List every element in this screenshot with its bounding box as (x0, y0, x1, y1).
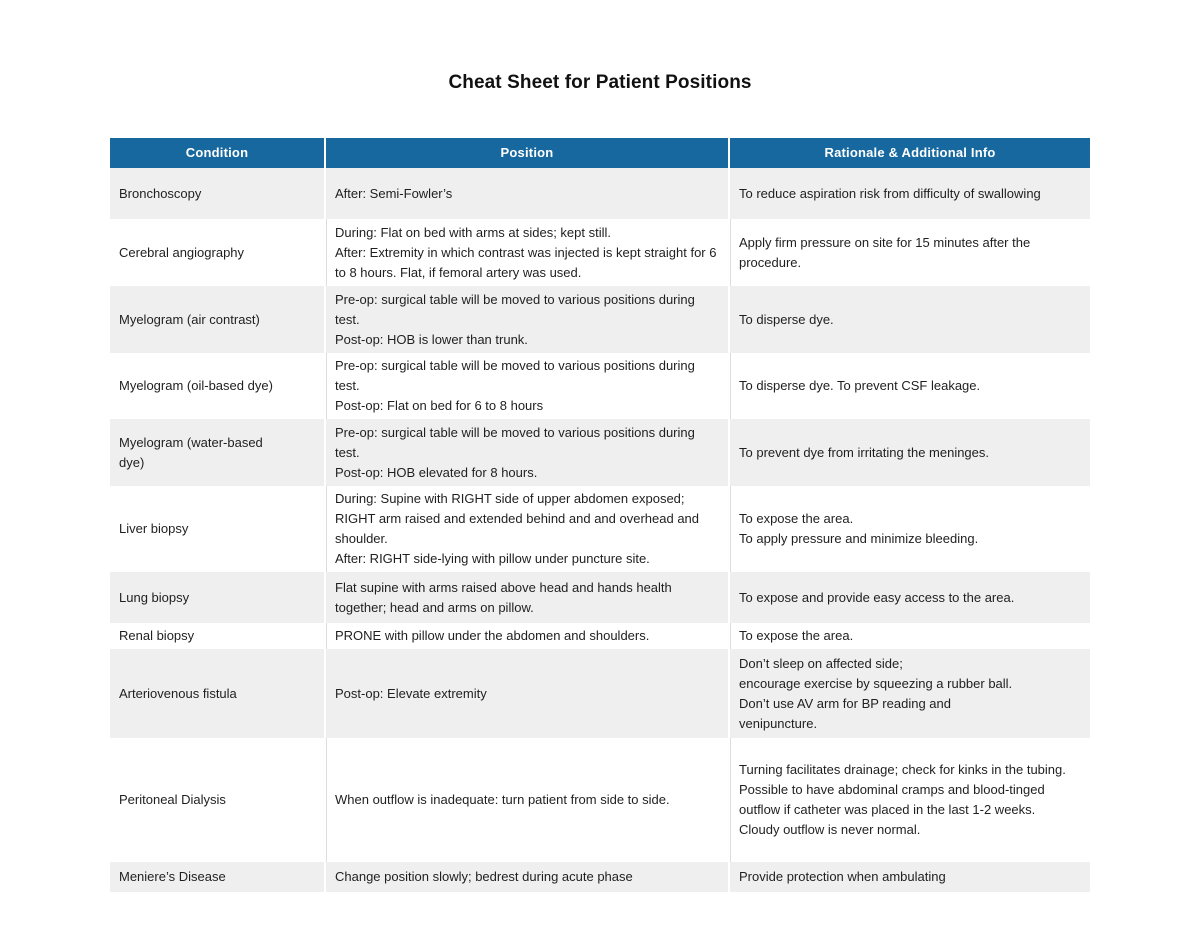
cell-paragraph: Pre-op: surgical table will be moved to … (335, 291, 695, 327)
cell-paragraph: Cerebral angiography (119, 244, 245, 260)
cell-paragraph: Myelogram (water-based dye) (119, 434, 263, 470)
cell-paragraph: To disperse dye. To prevent CSF leakage. (739, 378, 981, 393)
table-row: Cerebral angiography During: Flat on bed … (110, 219, 1090, 286)
table-row: Bronchoscopy After: Semi-Fowler’s To reduc… (110, 168, 1090, 219)
cell-paragraph: To expose the area. (739, 511, 854, 526)
cell-paragraph: When outflow is inadequate: turn patient… (335, 792, 670, 807)
cell-paragraph: Bronchoscopy (119, 185, 202, 201)
cell-paragraph: Liver biopsy (119, 521, 189, 536)
cell-paragraph: Apply firm pressure on site for 15 minut… (739, 234, 1031, 270)
position-cell: When outflow is inadequate: turn patient… (324, 738, 729, 862)
table-row: Meniere’s Disease Change position slowly;… (110, 862, 1090, 892)
table-header: Condition Position Rationale & Additiona… (110, 138, 1090, 168)
cell-paragraph: To reduce aspiration risk from difficult… (739, 185, 1041, 201)
header-row: Condition Position Rationale & Additiona… (110, 138, 1090, 168)
patient-positions-table: Condition Position Rationale & Additiona… (110, 138, 1090, 892)
cell-paragraph: PRONE with pillow under the abdomen and … (335, 628, 650, 643)
cell-paragraph: encourage exercise by squeezing a rubber… (739, 675, 1013, 691)
column-header-rationale: Rationale & Additional Info (728, 138, 1090, 168)
cell-paragraph: During: Supine with RIGHT side of upper … (335, 491, 700, 546)
rationale-cell: To disperse dye. To prevent CSF leakage. (728, 353, 1090, 419)
cell-paragraph: Possible to have abdominal cramps and bl… (739, 782, 1045, 817)
cell-paragraph: To expose the area. (739, 628, 854, 643)
cell-paragraph: After: RIGHT side-lying with pillow unde… (335, 551, 650, 566)
cell-paragraph: Pre-op: surgical table will be moved to … (335, 424, 695, 460)
rationale-cell: Don’t sleep on affected side; encourage e… (728, 649, 1090, 738)
cell-paragraph: Flat supine with arms raised above head … (335, 579, 672, 615)
cell-paragraph: venipuncture. (739, 715, 818, 731)
table-row: Liver biopsy During: Supine with RIGHT si… (110, 486, 1090, 572)
condition-cell: Myelogram (oil-based dye) (110, 353, 325, 419)
cell-paragraph: Peritoneal Dialysis (119, 792, 226, 807)
cell-paragraph: Myelogram (oil-based dye) (119, 378, 273, 393)
page-title: Cheat Sheet for Patient Positions (448, 72, 752, 93)
cell-paragraph: Meniere’s Disease (119, 869, 226, 884)
table-row: Myelogram (water-based dye) Pre-op: surgi… (110, 419, 1090, 486)
cell-paragraph: During: Flat on bed with arms at sides; … (335, 224, 612, 240)
column-header-position: Position (324, 138, 729, 168)
cell-paragraph: To apply pressure and minimize bleeding. (739, 531, 979, 546)
condition-cell: Bronchoscopy (110, 168, 325, 219)
cell-paragraph: Post-op: HOB is lower than trunk. (335, 331, 528, 347)
table-body: Bronchoscopy After: Semi-Fowler’s To reduc… (110, 168, 1090, 892)
position-cell: Change position slowly; bedrest during a… (324, 862, 729, 892)
table-row: Myelogram (oil-based dye) Pre-op: surgica… (110, 353, 1090, 419)
cell-paragraph: Change position slowly; bedrest during a… (335, 869, 633, 884)
position-cell: Pre-op: surgical table will be moved to … (324, 419, 729, 486)
cell-paragraph: After: Extremity in which contrast was i… (335, 244, 717, 280)
rationale-cell: Apply firm pressure on site for 15 minut… (728, 219, 1090, 286)
rationale-cell: To expose the area. To apply pressure and… (728, 486, 1090, 572)
cell-paragraph: Don’t use AV arm for BP reading and (739, 695, 951, 711)
position-cell: Pre-op: surgical table will be moved to … (324, 286, 729, 353)
cell-paragraph: Post-op: Elevate extremity (335, 685, 487, 701)
rationale-cell: To prevent dye from irritating the menin… (728, 419, 1090, 486)
condition-cell: Peritoneal Dialysis (110, 738, 325, 862)
cell-paragraph: Don’t sleep on affected side; (739, 655, 903, 671)
condition-cell: Arteriovenous fistula (110, 649, 325, 738)
cell-paragraph: Post-op: HOB elevated for 8 hours. (335, 464, 538, 480)
rationale-cell: To expose and provide easy access to the… (728, 572, 1090, 623)
table-row: Myelogram (air contrast) Pre-op: surgical… (110, 286, 1090, 353)
condition-cell: Myelogram (water-based dye) (110, 419, 325, 486)
cell-paragraph: To disperse dye. (739, 311, 834, 327)
rationale-cell: Turning facilitates drainage; check for … (728, 738, 1090, 862)
condition-cell: Renal biopsy (110, 623, 325, 649)
position-cell: Pre-op: surgical table will be moved to … (324, 353, 729, 419)
condition-cell: Meniere’s Disease (110, 862, 325, 892)
condition-cell: Cerebral angiography (110, 219, 325, 286)
cell-paragraph: Renal biopsy (119, 628, 195, 643)
cell-paragraph: Arteriovenous fistula (119, 685, 237, 701)
position-cell: After: Semi-Fowler’s (324, 168, 729, 219)
table-row: Lung biopsy Flat supine with arms raised … (110, 572, 1090, 623)
cell-paragraph: To prevent dye from irritating the menin… (739, 444, 990, 460)
position-cell: During: Supine with RIGHT side of upper … (324, 486, 729, 572)
table-row: Arteriovenous fistula Post-op: Elevate ex… (110, 649, 1090, 738)
column-header-condition: Condition (110, 138, 325, 168)
cell-paragraph: Lung biopsy (119, 589, 190, 605)
cell-paragraph: Cloudy outflow is never normal. (739, 822, 921, 837)
position-cell: During: Flat on bed with arms at sides; … (324, 219, 729, 286)
cell-paragraph: After: Semi-Fowler’s (335, 185, 453, 201)
rationale-cell: To reduce aspiration risk from difficult… (728, 168, 1090, 219)
rationale-cell: To disperse dye. (728, 286, 1090, 353)
table-row: Renal biopsy PRONE with pillow under the … (110, 623, 1090, 649)
condition-cell: Liver biopsy (110, 486, 325, 572)
condition-cell: Lung biopsy (110, 572, 325, 623)
rationale-cell: Provide protection when ambulating (728, 862, 1090, 892)
rationale-cell: To expose the area. (728, 623, 1090, 649)
condition-cell: Myelogram (air contrast) (110, 286, 325, 353)
cell-paragraph: Provide protection when ambulating (739, 869, 946, 884)
position-cell: PRONE with pillow under the abdomen and … (324, 623, 729, 649)
cell-paragraph: Pre-op: surgical table will be moved to … (335, 358, 695, 393)
cell-paragraph: Post-op: Flat on bed for 6 to 8 hours (335, 398, 544, 413)
position-cell: Flat supine with arms raised above head … (324, 572, 729, 623)
position-cell: Post-op: Elevate extremity (324, 649, 729, 738)
cell-paragraph: Turning facilitates drainage; check for … (739, 762, 1066, 777)
cell-paragraph: To expose and provide easy access to the… (739, 589, 1015, 605)
table-row: Peritoneal Dialysis When outflow is inade… (110, 738, 1090, 862)
cell-paragraph: Myelogram (air contrast) (119, 311, 260, 327)
